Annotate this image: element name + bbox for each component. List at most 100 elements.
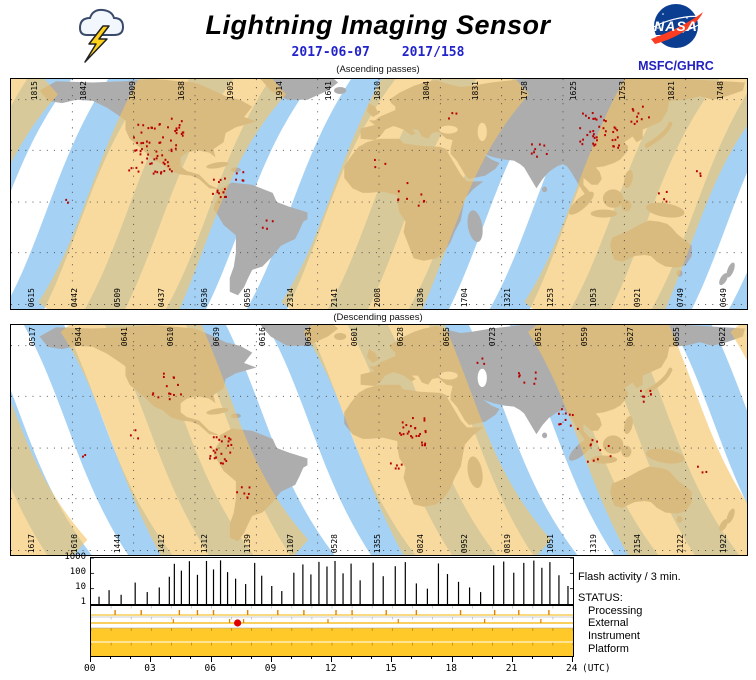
time-axis: 00 03 06 09 12 15 18 21 24 (UTC) [0,656,756,680]
x-tick-label: 06 [204,663,216,674]
x-axis-tick [270,656,272,662]
x-axis-tick [310,656,312,659]
x-axis-tick [531,656,533,659]
x-axis-tick [230,656,232,659]
page-title: Lightning Imaging Sensor [205,10,551,40]
pass-time-label: 0819 [502,533,512,553]
x-tick-label: 09 [264,663,277,674]
status-row-label-processing: Processing [588,605,643,617]
descending-bottom-pass-times: 1617 1616 1444 1412 1312 1139 1107 0528 1355 0824… [11,525,747,555]
pass-time-label: 0723 [488,327,497,347]
y-tick-label: 100 [69,566,86,577]
pass-time-label: 2154 [632,533,642,553]
x-axis-tick [411,656,413,659]
pass-time-label: 1836 [416,287,426,307]
pass-time-label: 1312 [199,533,209,553]
y-tick-label: 10 [75,582,86,593]
pass-time-label: 1107 [286,533,296,553]
pass-time-label: 0517 [28,327,37,347]
pass-time-label: 1412 [156,533,166,553]
ascending-passes-caption: (Ascending passes) [336,64,420,75]
pass-time-label: 1641 [323,81,333,101]
pass-time-label: 1758 [520,81,530,101]
pass-time-label: 0628 [396,327,405,347]
pass-time-label: 2314 [286,287,296,307]
x-axis-tick [431,656,433,659]
x-axis-tick [471,656,473,659]
pass-time-label: 1051 [546,533,556,553]
pass-time-label: 1815 [29,81,39,101]
status-row-label-external: External [588,617,629,629]
status-header: STATUS: [578,592,623,604]
x-axis-tick [331,656,332,662]
pass-time-label: 0952 [459,533,469,553]
date-line: 2017-06-07 2017/158 [0,45,756,60]
pass-time-label: 0622 [718,327,727,347]
pass-time-label: 1617 [26,533,36,553]
x-axis-tick [150,656,152,662]
pass-time-label: 1821 [667,81,677,101]
lightning-cloud-icon [70,2,128,69]
pass-time-label: 0921 [632,287,642,307]
y-tick-label: 1000 [64,551,86,562]
x-axis-tick [90,656,91,662]
descending-top-pass-times: 0517 0544 0641 0610 0639 0616 0634 0601 0628 0655… [11,325,747,355]
nasa-logo-block: NASA MSFC/GHRC [634,2,718,73]
x-axis-tick [110,656,112,659]
descending-passes-map: 0517 0544 0641 0610 0639 0616 0634 0601 0628 0655… [10,324,748,556]
nasa-wordmark: NASA [654,18,698,34]
pass-time-label: 0536 [199,287,209,307]
pass-time-label: 0655 [672,327,681,347]
pass-time-label: 1253 [546,287,556,307]
status-timeline [90,605,574,657]
pass-time-label: 1355 [373,533,382,553]
pass-time-label: 0824 [416,533,426,553]
pass-time-label: 1321 [502,287,512,307]
pass-time-label: 2008 [373,287,382,307]
x-axis-tick [210,656,212,662]
pass-time-label: 0749 [676,287,686,307]
pass-time-label: 1753 [618,81,628,101]
pass-time-label: 1625 [569,81,579,101]
pass-time-label: 2141 [329,287,339,307]
status-row-label-instrument: Instrument [588,630,640,642]
descending-passes-caption: (Descending passes) [333,312,423,323]
pass-time-label: 0627 [626,327,635,347]
x-axis-tick [491,656,493,659]
nasa-meatball-icon: NASA [648,4,704,48]
pass-time-label: 0528 [329,533,339,553]
pass-time-label: 1922 [719,533,729,553]
x-axis-tick [351,656,353,659]
x-axis-tick [391,656,393,662]
pass-time-label: 0509 [113,287,123,307]
pass-time-label: 1638 [176,81,186,101]
pass-time-label: 0651 [534,327,543,347]
pass-time-label: 0649 [719,287,729,307]
date-doy: 2017/158 [401,45,465,60]
x-tick-label: 18 [445,663,457,674]
pass-time-label: 1704 [459,287,469,307]
pass-time-label: 0615 [26,287,36,307]
ascending-bottom-pass-times: 0615 0442 0509 0437 0536 0505 2314 2141 2008 1836… [11,279,747,309]
pass-time-label: 0505 [243,287,253,307]
x-tick-label: 24 [566,663,578,674]
flash-plot-y-axis: 1000 100 10 1 [46,0,86,680]
pass-time-label: 1831 [471,81,481,101]
status-row-label-platform: Platform [588,643,629,655]
x-axis-unit-label: (UTC) [582,663,611,674]
pass-time-label: 0655 [442,327,451,347]
x-tick-label: 15 [385,663,397,674]
x-axis-tick [250,656,252,659]
pass-time-label: 0634 [304,327,313,347]
x-axis-tick [572,656,573,662]
pass-time-label: 0639 [212,327,221,347]
x-axis-tick [371,656,373,659]
pass-time-label: 1053 [589,287,599,307]
pass-time-label: 1905 [225,81,235,101]
pass-time-label: 1444 [113,533,123,553]
pass-time-label: 1748 [716,81,726,101]
x-tick-label: 03 [144,663,156,674]
pass-time-label: 1139 [243,533,253,553]
descending-map-graphic [11,325,747,555]
ascending-top-pass-times: 1815 1842 1909 1638 1905 1914 1641 1810 1804 1831… [11,79,747,109]
